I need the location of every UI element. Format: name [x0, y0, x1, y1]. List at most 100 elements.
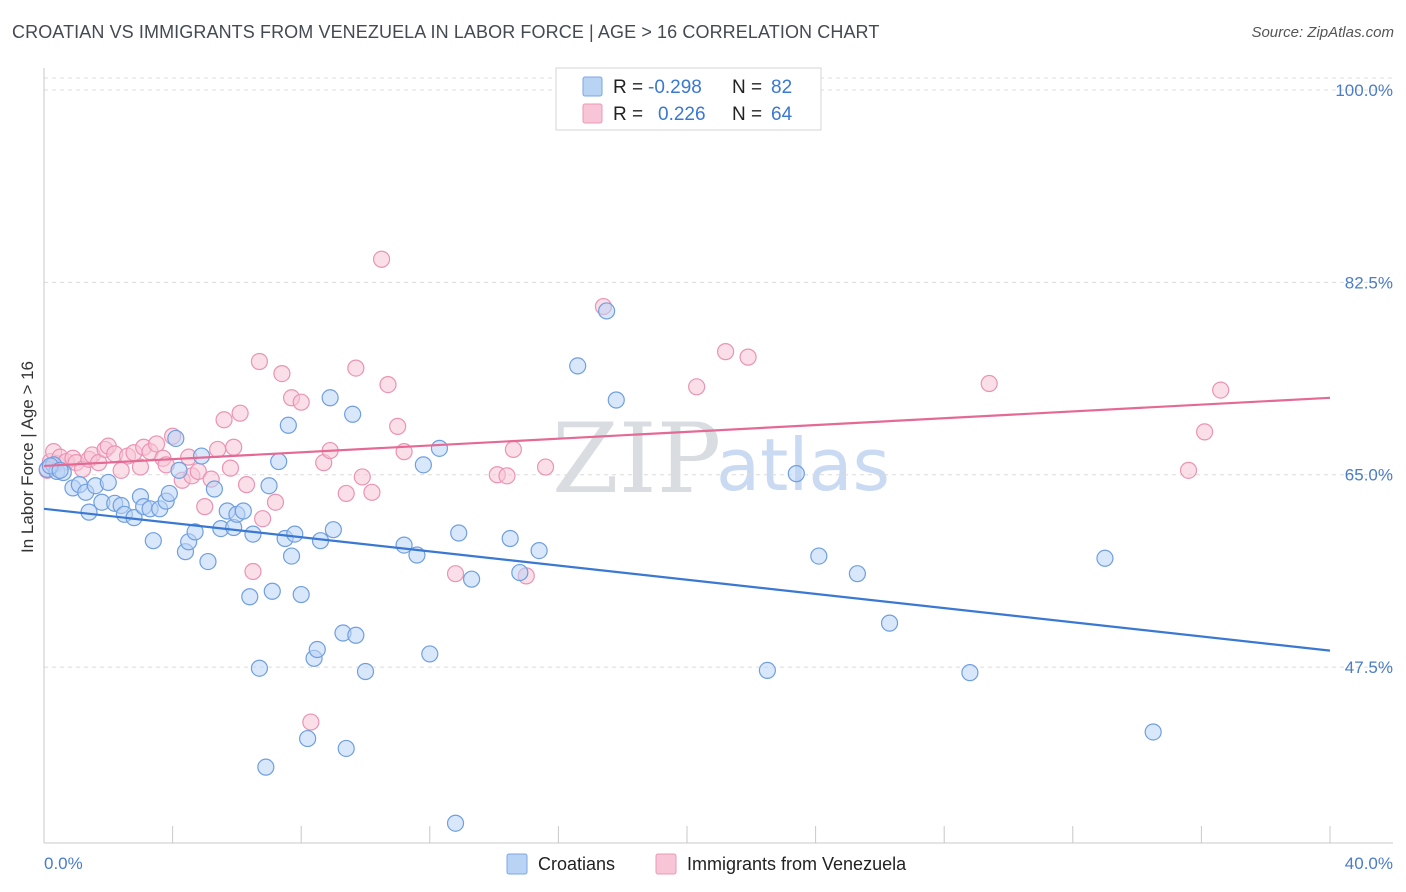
- venezuela-point: [716, 343, 735, 361]
- venezuela-point: [1196, 423, 1214, 441]
- croatian-point: [530, 541, 548, 560]
- croatian-point: [511, 563, 529, 582]
- venezuela-point: [147, 435, 166, 453]
- watermark-atlas: atlas: [716, 423, 890, 507]
- trend-lines: [43, 396, 1331, 652]
- croatian-point: [1096, 549, 1114, 567]
- croatian-point: [286, 525, 304, 543]
- croatian-point: [260, 477, 278, 495]
- croatian-point: [344, 405, 362, 423]
- series-label-venezuela: Immigrants from Venezuela: [687, 854, 907, 874]
- venezuela-point: [536, 458, 555, 476]
- legend-r-label-1: R =: [613, 77, 643, 98]
- y-axis-label: In Labor Force | Age > 16: [18, 361, 37, 553]
- venezuela-point: [363, 483, 381, 501]
- croatian-point: [241, 588, 259, 606]
- venezuela-point: [337, 484, 355, 503]
- croatian-point: [205, 480, 223, 498]
- series-swatch-venezuela: [655, 853, 677, 875]
- chart-title: CROATIAN VS IMMIGRANTS FROM VENEZUELA IN…: [12, 22, 880, 42]
- croatian-point: [324, 521, 342, 539]
- legend-n-label-2: N =: [732, 104, 762, 125]
- legend-n-label-1: N =: [732, 77, 762, 98]
- y-tick-label: 47.5%: [1345, 658, 1393, 677]
- croatian-point: [321, 389, 339, 407]
- grid-lines: [44, 77, 1393, 668]
- croatian-point: [144, 532, 162, 550]
- croatian-point: [186, 523, 204, 541]
- venezuela-point: [446, 565, 465, 583]
- venezuela-point: [215, 411, 233, 429]
- venezuela-point: [504, 440, 522, 459]
- venezuela-point: [225, 438, 243, 456]
- croatian-point: [414, 456, 432, 474]
- croatian-point: [356, 662, 375, 681]
- series-label-croatians: Croatians: [538, 854, 615, 874]
- series-swatch-croatians: [506, 853, 528, 875]
- croatian-point: [598, 302, 616, 320]
- croatian-point: [160, 484, 178, 503]
- venezuela-point: [347, 359, 365, 377]
- croatian-point: [292, 585, 310, 604]
- venezuela-trend-line: [43, 396, 1331, 468]
- venezuela-point: [196, 498, 214, 516]
- croatian-point: [501, 529, 519, 548]
- venezuela-point: [379, 375, 397, 394]
- venezuela-point: [221, 459, 240, 477]
- venezuela-point: [1212, 381, 1230, 399]
- croatian-point: [244, 525, 262, 543]
- croatian-point: [337, 739, 355, 758]
- x-tick-marks: [43, 826, 1331, 843]
- venezuela-point: [1179, 461, 1198, 479]
- croatian-point: [848, 565, 866, 583]
- venezuela-point: [372, 250, 391, 268]
- venezuela-point: [254, 510, 272, 528]
- croatian-point: [257, 758, 275, 776]
- croatian-point: [961, 664, 979, 682]
- croatian-point: [270, 452, 288, 471]
- croatian-point: [758, 661, 776, 680]
- croatian-point: [450, 524, 468, 542]
- croatian-point: [199, 552, 217, 571]
- croatian-point: [279, 416, 297, 434]
- x-tick-label-min: 0.0%: [44, 854, 83, 873]
- venezuela-point: [389, 417, 407, 435]
- croatian-point: [446, 814, 465, 832]
- venezuela-point: [273, 365, 291, 383]
- y-tick-labels: 47.5% 65.0% 82.5% 100.0%: [1335, 81, 1393, 677]
- legend-n-value-2: 64: [771, 104, 793, 125]
- venezuela-point: [353, 468, 371, 486]
- venezuela-point: [302, 713, 320, 731]
- legend-r-label-2: R =: [613, 104, 643, 125]
- x-tick-label-max: 40.0%: [1345, 854, 1393, 873]
- y-tick-label: 65.0%: [1345, 466, 1393, 485]
- croatian-point: [99, 473, 117, 492]
- croatian-point: [787, 465, 805, 483]
- croatian-point: [810, 547, 828, 565]
- venezuela-point: [980, 374, 998, 393]
- venezuela-point: [209, 440, 227, 459]
- legend-swatch-pink: [582, 103, 603, 124]
- venezuela-point: [498, 467, 516, 485]
- croatian-trend-line: [43, 507, 1331, 652]
- croatian-point: [170, 461, 188, 479]
- croatian-point: [192, 447, 211, 465]
- croatian-point: [299, 729, 317, 748]
- venezuela-point: [237, 476, 256, 494]
- legend-r-value-1: -0.298: [648, 77, 702, 98]
- series-legend: Croatians Immigrants from Venezuela: [506, 853, 907, 875]
- croatian-points: [38, 302, 1162, 832]
- venezuela-point: [739, 348, 757, 366]
- legend-n-value-1: 82: [771, 77, 792, 98]
- venezuela-point: [250, 352, 269, 371]
- venezuela-point: [244, 562, 262, 581]
- venezuela-point: [688, 378, 706, 396]
- venezuela-point: [112, 461, 130, 479]
- legend-r-value-2: 0.226: [658, 104, 706, 125]
- venezuela-point: [231, 404, 249, 422]
- croatian-point: [430, 439, 449, 457]
- croatian-point: [421, 645, 439, 663]
- croatian-point: [250, 659, 269, 677]
- correlation-legend: R = -0.298 N = 82 R = 0.226 N = 64: [555, 67, 822, 131]
